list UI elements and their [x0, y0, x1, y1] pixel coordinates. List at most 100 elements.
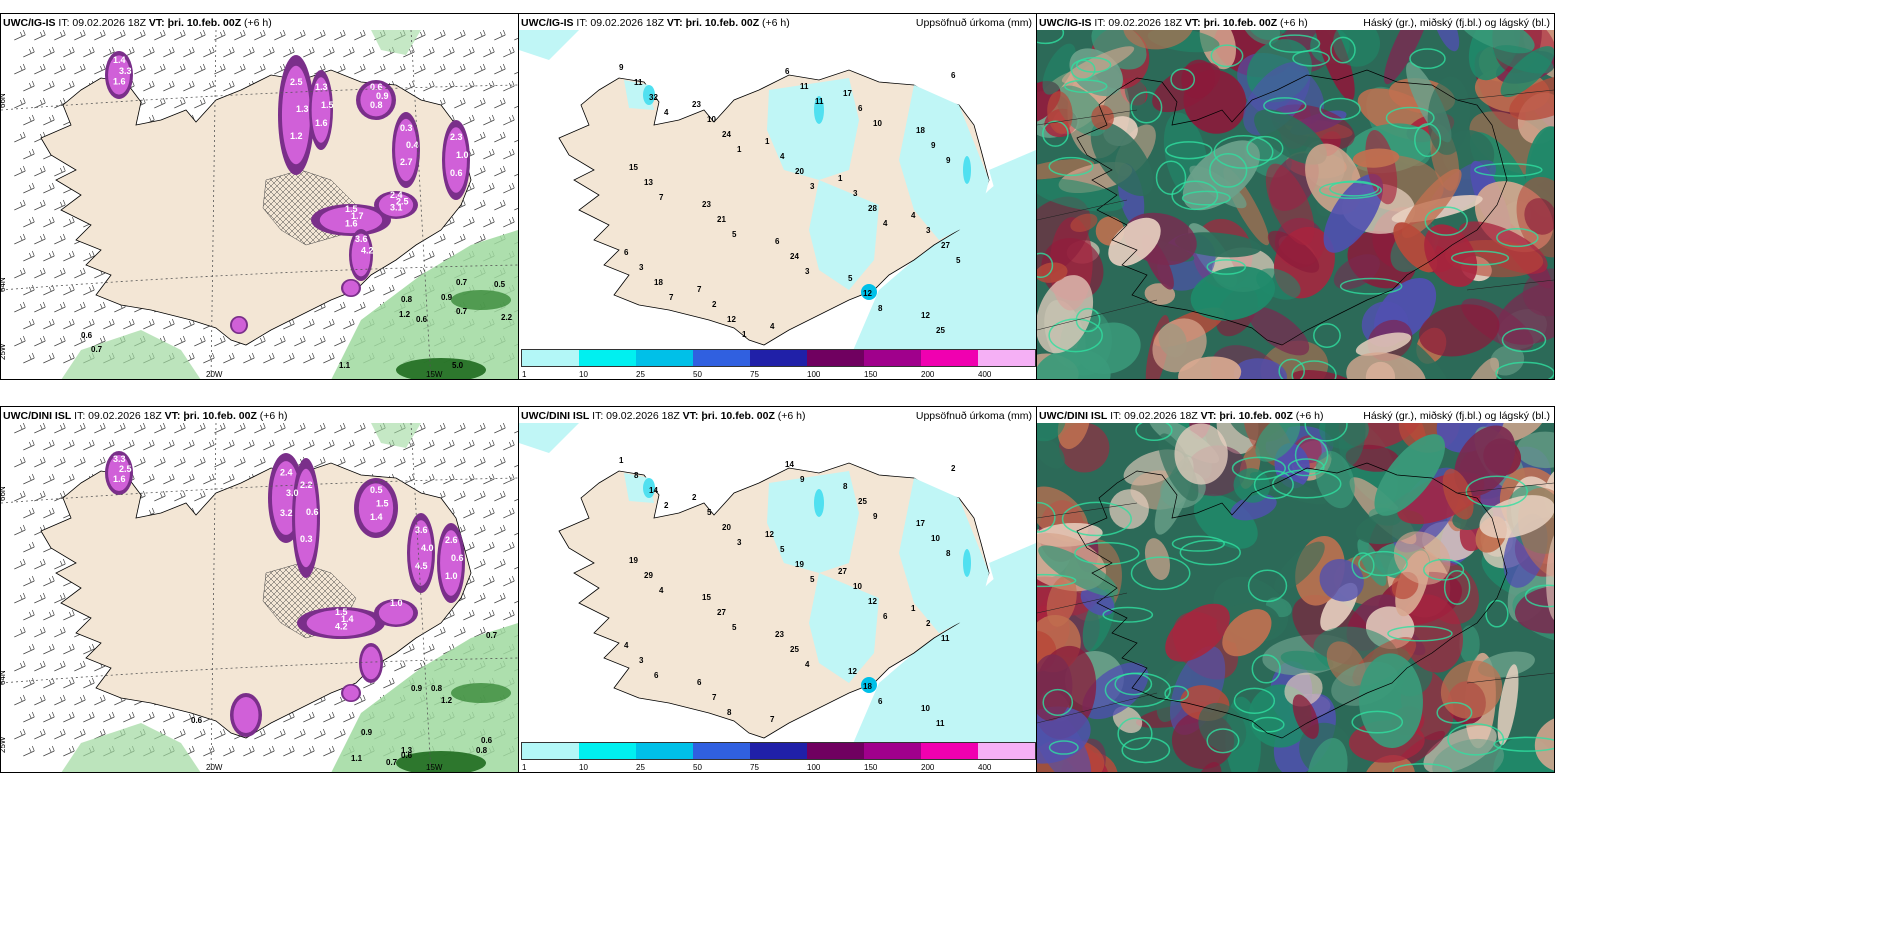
colorbar-tick: 200 — [921, 370, 935, 379]
precip-label: 11 — [634, 78, 643, 87]
panel-title: UWC/IG-IS IT: 09.02.2026 18Z VT: þri. 10… — [1039, 17, 1308, 29]
precip-label: 28 — [868, 204, 877, 213]
precip-label: 11 — [936, 719, 945, 728]
land — [558, 69, 990, 346]
precip-label: 24 — [790, 252, 799, 261]
colorbar-swatch — [807, 743, 864, 759]
precip-label: 17 — [843, 89, 852, 98]
precip-label: 27 — [941, 241, 950, 250]
colorbar-tick: 1 — [522, 370, 527, 379]
snow-label: 1.5 — [345, 204, 358, 214]
colorbar-tick: 100 — [807, 370, 821, 379]
snow-label: 1.4 — [113, 55, 126, 65]
panel-snow-wind-bottom: UWC/DINI ISL IT: 09.02.2026 18Z VT: þri.… — [0, 406, 519, 773]
precip-label: 2 — [951, 464, 956, 473]
rain-label: 0.7 — [456, 278, 468, 287]
precip-label: 7 — [669, 293, 674, 302]
colorbar-swatch — [750, 350, 807, 366]
precip-label: 12 — [727, 315, 736, 324]
precip-label: 1 — [742, 330, 747, 339]
precip-labels: 9231146741718152365121110433326691321241… — [619, 63, 961, 339]
panel-title: UWC/IG-IS IT: 09.02.2026 18Z VT: þri. 10… — [3, 17, 272, 29]
snow-label: 2.4 — [280, 468, 293, 478]
precip-label: 6 — [883, 612, 888, 621]
precip-label: 20 — [722, 523, 731, 532]
precip-label: 11 — [815, 97, 824, 106]
precip-label: 10 — [921, 704, 930, 713]
precip-label: 6 — [878, 697, 883, 706]
rain-label: 1.1 — [351, 754, 363, 763]
precip-label: 14 — [785, 460, 794, 469]
precip-label: 4 — [770, 322, 775, 331]
rain-label: 0.9 — [361, 728, 373, 737]
snow-label: 1.0 — [390, 598, 403, 608]
precip-label: 3 — [926, 226, 931, 235]
panel-snow-wind-top: UWC/IG-IS IT: 09.02.2026 18Z VT: þri. 10… — [0, 13, 519, 380]
precip-label: 29 — [644, 571, 653, 580]
colorbar-swatch — [579, 350, 636, 366]
snow-label: 3.2 — [280, 508, 293, 518]
precip-label: 4 — [780, 152, 785, 161]
precip-label: 8 — [843, 482, 848, 491]
lon-label: 20W — [206, 763, 223, 772]
precip-label: 8 — [878, 304, 883, 313]
lon-label: 25W — [1, 736, 7, 753]
snow-label: 1.3 — [315, 82, 328, 92]
rain-label: 0.7 — [486, 631, 498, 640]
snow-label: 4.2 — [335, 621, 348, 631]
precip-label: 25 — [790, 645, 799, 654]
precip-label: 23 — [775, 630, 784, 639]
rain-label: 0.8 — [476, 746, 488, 755]
snow-label: 2.5 — [119, 464, 132, 474]
lat-label: 66N — [1, 93, 7, 108]
snow-label: 0.8 — [370, 100, 383, 110]
snow-label: 4.2 — [361, 246, 374, 256]
snow-label: 0.5 — [370, 485, 383, 495]
snow-label: 0.3 — [400, 123, 413, 133]
precip-label: 25 — [936, 326, 945, 335]
precip-label: 27 — [717, 608, 726, 617]
snow-label: 1.6 — [113, 474, 126, 484]
precip-label: 4 — [805, 660, 810, 669]
precip-label: 6 — [697, 678, 702, 687]
snow-label: 1.6 — [315, 118, 328, 128]
rain-label: 0.7 — [456, 307, 468, 316]
panel-clouds-bottom: UWC/DINI ISL IT: 09.02.2026 18Z VT: þri.… — [1036, 406, 1555, 773]
coastline — [1076, 462, 1508, 739]
precip-label: 4 — [911, 211, 916, 220]
snow-label: 3.1 — [390, 203, 403, 213]
precip-label: 4 — [883, 219, 888, 228]
precip-label: 12 — [921, 311, 930, 320]
colorbar-swatch — [807, 350, 864, 366]
colorbar-tick: 400 — [978, 763, 992, 772]
precip-label: 1 — [737, 145, 742, 154]
precip-label: 32 — [649, 93, 658, 102]
precip-label: 5 — [848, 274, 853, 283]
precip-label: 11 — [941, 634, 950, 643]
snow-label: 1.4 — [370, 512, 383, 522]
snow-depth-labels: 1.43.31.6 2.51.31.21.31.51.60.60.90.80.30… — [81, 55, 513, 370]
precip-label: 9 — [931, 141, 936, 150]
snow-label: 0.6 — [306, 507, 319, 517]
colorbar-tick: 150 — [864, 763, 878, 772]
precip-label: 20 — [795, 167, 804, 176]
snow-label: 1.5 — [321, 100, 334, 110]
lon-label: 15W — [426, 370, 443, 379]
lat-label: 64N — [1, 277, 7, 292]
cloud-field — [1037, 30, 1554, 379]
precip-label: 5 — [732, 623, 737, 632]
snow-label: 2.5 — [396, 196, 409, 206]
colorbar-tick: 200 — [921, 763, 935, 772]
colorbar-tick: 25 — [636, 763, 645, 772]
rain-label: 0.8 — [401, 295, 413, 304]
panel-variable-label: Uppsöfnuð úrkoma (mm) — [915, 17, 1032, 29]
precip-label: 9 — [946, 156, 951, 165]
precip-label: 9 — [619, 63, 624, 72]
precip-label: 6 — [624, 248, 629, 257]
precip-colorbar — [521, 742, 1036, 760]
rain-label: 0.6 — [416, 315, 428, 324]
precip-label: 1 — [765, 137, 770, 146]
coastline — [1076, 69, 1508, 346]
precip-label: 1 — [911, 604, 916, 613]
rain-label: 0.7 — [386, 758, 398, 767]
